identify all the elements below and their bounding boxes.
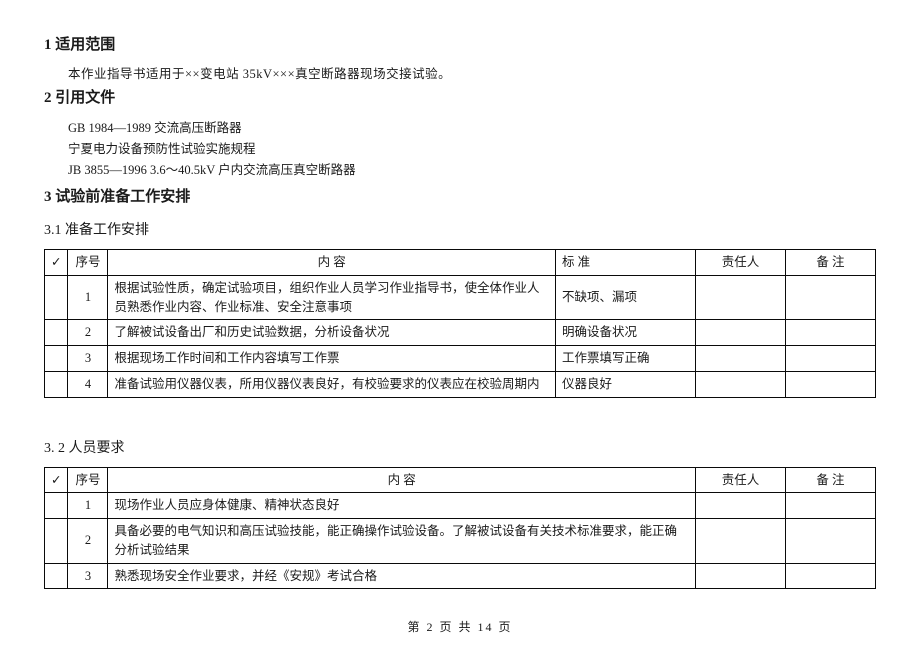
cell-content: 根据试验性质，确定试验项目，组织作业人员学习作业指导书，使全体作业人员熟悉作业内… <box>108 275 556 320</box>
cell-resp <box>696 371 786 397</box>
cell-note <box>786 346 876 372</box>
cell-content: 准备试验用仪器仪表，所用仪器仪表良好，有校验要求的仪表应在校验周期内 <box>108 371 556 397</box>
cell-seq: 2 <box>68 320 108 346</box>
table-row: ✓ 序号 内 容 责任人 备 注 <box>45 467 876 493</box>
th-note: 备 注 <box>786 250 876 276</box>
cell-seq: 3 <box>68 563 108 589</box>
cell-content: 熟悉现场安全作业要求，并经《安规》考试合格 <box>108 563 696 589</box>
cell-note <box>786 371 876 397</box>
cell-content: 现场作业人员应身体健康、精神状态良好 <box>108 493 696 519</box>
cell-note <box>786 563 876 589</box>
cell-check <box>45 493 68 519</box>
th-resp: 责任人 <box>696 467 786 493</box>
cell-note <box>786 519 876 564</box>
cell-resp <box>696 320 786 346</box>
cell-check <box>45 275 68 320</box>
table-3-2: ✓ 序号 内 容 责任人 备 注 1 现场作业人员应身体健康、精神状态良好 2 … <box>44 467 876 590</box>
section-1-heading: 1 适用范围 <box>44 34 876 57</box>
cell-resp <box>696 563 786 589</box>
table-row: 3 根据现场工作时间和工作内容填写工作票 工作票填写正确 <box>45 346 876 372</box>
cell-std: 不缺项、漏项 <box>556 275 696 320</box>
section-1-body: 本作业指导书适用于××变电站 35kV×××真空断路器现场交接试验。 <box>68 65 876 84</box>
table-row: 4 准备试验用仪器仪表，所用仪器仪表良好，有校验要求的仪表应在校验周期内 仪器良… <box>45 371 876 397</box>
table-row: 1 根据试验性质，确定试验项目，组织作业人员学习作业指导书，使全体作业人员熟悉作… <box>45 275 876 320</box>
cell-std: 工作票填写正确 <box>556 346 696 372</box>
th-content: 内 容 <box>108 467 696 493</box>
th-seq: 序号 <box>68 467 108 493</box>
th-seq: 序号 <box>68 250 108 276</box>
table-row: 2 了解被试设备出厂和历史试验数据，分析设备状况 明确设备状况 <box>45 320 876 346</box>
cell-resp <box>696 519 786 564</box>
cell-seq: 1 <box>68 493 108 519</box>
table-row: 3 熟悉现场安全作业要求，并经《安规》考试合格 <box>45 563 876 589</box>
ref-line-2: JB 3855—1996 3.6～40.5kV 户内交流高压真空断路器 <box>68 160 876 181</box>
cell-seq: 3 <box>68 346 108 372</box>
section-3-2-heading: 3. 2 人员要求 <box>44 438 876 459</box>
section-2-heading: 2 引用文件 <box>44 87 876 110</box>
cell-seq: 4 <box>68 371 108 397</box>
table-row: ✓ 序号 内 容 标 准 责任人 备 注 <box>45 250 876 276</box>
cell-note <box>786 275 876 320</box>
section-3-heading: 3 试验前准备工作安排 <box>44 186 876 209</box>
cell-content: 了解被试设备出厂和历史试验数据，分析设备状况 <box>108 320 556 346</box>
ref-line-1: 宁夏电力设备预防性试验实施规程 <box>68 139 876 160</box>
cell-note <box>786 320 876 346</box>
cell-check <box>45 519 68 564</box>
th-check: ✓ <box>45 250 68 276</box>
th-note: 备 注 <box>786 467 876 493</box>
cell-seq: 1 <box>68 275 108 320</box>
cell-check <box>45 563 68 589</box>
th-check: ✓ <box>45 467 68 493</box>
cell-check <box>45 346 68 372</box>
page-footer: 第 2 页 共 14 页 <box>0 618 920 636</box>
cell-check <box>45 371 68 397</box>
cell-content: 具备必要的电气知识和高压试验技能，能正确操作试验设备。了解被试设备有关技术标准要… <box>108 519 696 564</box>
th-std: 标 准 <box>556 250 696 276</box>
th-resp: 责任人 <box>696 250 786 276</box>
cell-content: 根据现场工作时间和工作内容填写工作票 <box>108 346 556 372</box>
cell-check <box>45 320 68 346</box>
cell-resp <box>696 346 786 372</box>
table-row: 2 具备必要的电气知识和高压试验技能，能正确操作试验设备。了解被试设备有关技术标… <box>45 519 876 564</box>
table-row: 1 现场作业人员应身体健康、精神状态良好 <box>45 493 876 519</box>
cell-note <box>786 493 876 519</box>
th-content: 内 容 <box>108 250 556 276</box>
ref-line-0: GB 1984—1989 交流高压断路器 <box>68 118 876 139</box>
cell-resp <box>696 275 786 320</box>
section-3-1-heading: 3.1 准备工作安排 <box>44 220 876 241</box>
table-3-1: ✓ 序号 内 容 标 准 责任人 备 注 1 根据试验性质，确定试验项目，组织作… <box>44 249 876 398</box>
cell-resp <box>696 493 786 519</box>
cell-std: 明确设备状况 <box>556 320 696 346</box>
cell-seq: 2 <box>68 519 108 564</box>
cell-std: 仪器良好 <box>556 371 696 397</box>
